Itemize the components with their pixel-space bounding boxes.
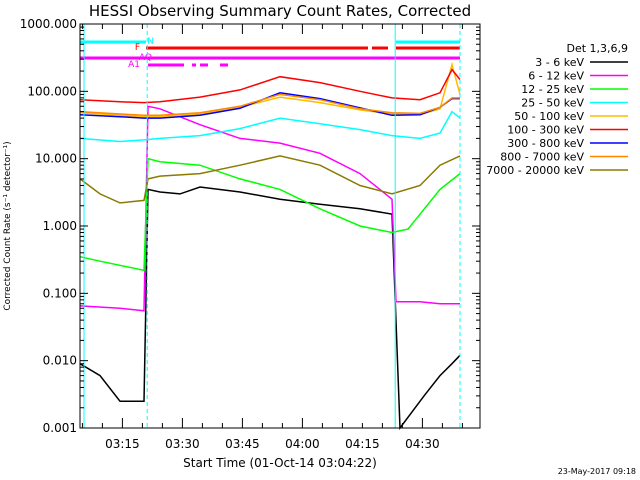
x-tick-label: 03:15 (105, 437, 140, 451)
y-tick-label: 0.010 (43, 354, 77, 368)
legend-label: 25 - 50 keV (521, 97, 584, 110)
x-tick-label: 04:00 (285, 437, 320, 451)
flag-label-f: F (135, 43, 140, 53)
legend-label: 12 - 25 keV (521, 83, 584, 96)
series-line-5 (79, 68, 461, 104)
flag-label-n: N (147, 37, 154, 47)
series-line-0 (79, 186, 461, 431)
x-tick-label: 04:30 (405, 437, 440, 451)
x-tick-label: 03:45 (225, 437, 260, 451)
series-line-3 (79, 110, 461, 143)
legend-label: 50 - 100 keV (514, 110, 584, 123)
series-line-4 (79, 61, 461, 118)
y-tick-label: 1.000 (43, 219, 77, 233)
legend-label: 100 - 300 keV (507, 124, 584, 137)
y-tick-label: 0.001 (43, 421, 77, 435)
series-line-8 (79, 155, 461, 204)
legend-label: 6 - 12 keV (528, 70, 584, 83)
series-line-7 (79, 93, 460, 117)
y-tick-label: 1000.000 (20, 17, 77, 31)
series-layer (79, 61, 461, 431)
legend-title: Det 1,3,6,9 (566, 42, 628, 55)
legend-label: 300 - 800 keV (507, 137, 584, 150)
legend-label: 7000 - 20000 keV (486, 164, 584, 177)
legend-label: 800 - 7000 keV (500, 151, 584, 164)
y-axis-label: Corrected Count Rate (s⁻¹ detector⁻¹) (3, 141, 13, 310)
y-tick-label: 10.000 (35, 152, 77, 166)
legend-label: 3 - 6 keV (535, 56, 584, 69)
flag-label-aq: AQ (139, 53, 152, 63)
y-tick-label: 100.000 (27, 84, 77, 98)
attenuator-lines (83, 24, 461, 428)
y-axis: 1000.000 100.000 10.000 1.000 0.100 0.010 0.00… (20, 17, 480, 435)
y-tick-label: 0.100 (43, 286, 77, 300)
x-axis-label: Start Time (01-Oct-14 03:04:22) (183, 456, 377, 470)
x-axis: 03:15 03:30 03:45 04:00 04:15 04:30 (81, 24, 463, 451)
x-tick-label: 04:15 (345, 437, 380, 451)
flag-label-a1: A1 (128, 60, 140, 70)
x-tick-label: 03:30 (165, 437, 200, 451)
chart-title: HESSI Observing Summary Count Rates, Cor… (89, 2, 471, 20)
series-line-2 (79, 157, 461, 272)
footer-date: 23-May-2017 09:18 (558, 467, 636, 476)
plot-frame (79, 23, 481, 429)
